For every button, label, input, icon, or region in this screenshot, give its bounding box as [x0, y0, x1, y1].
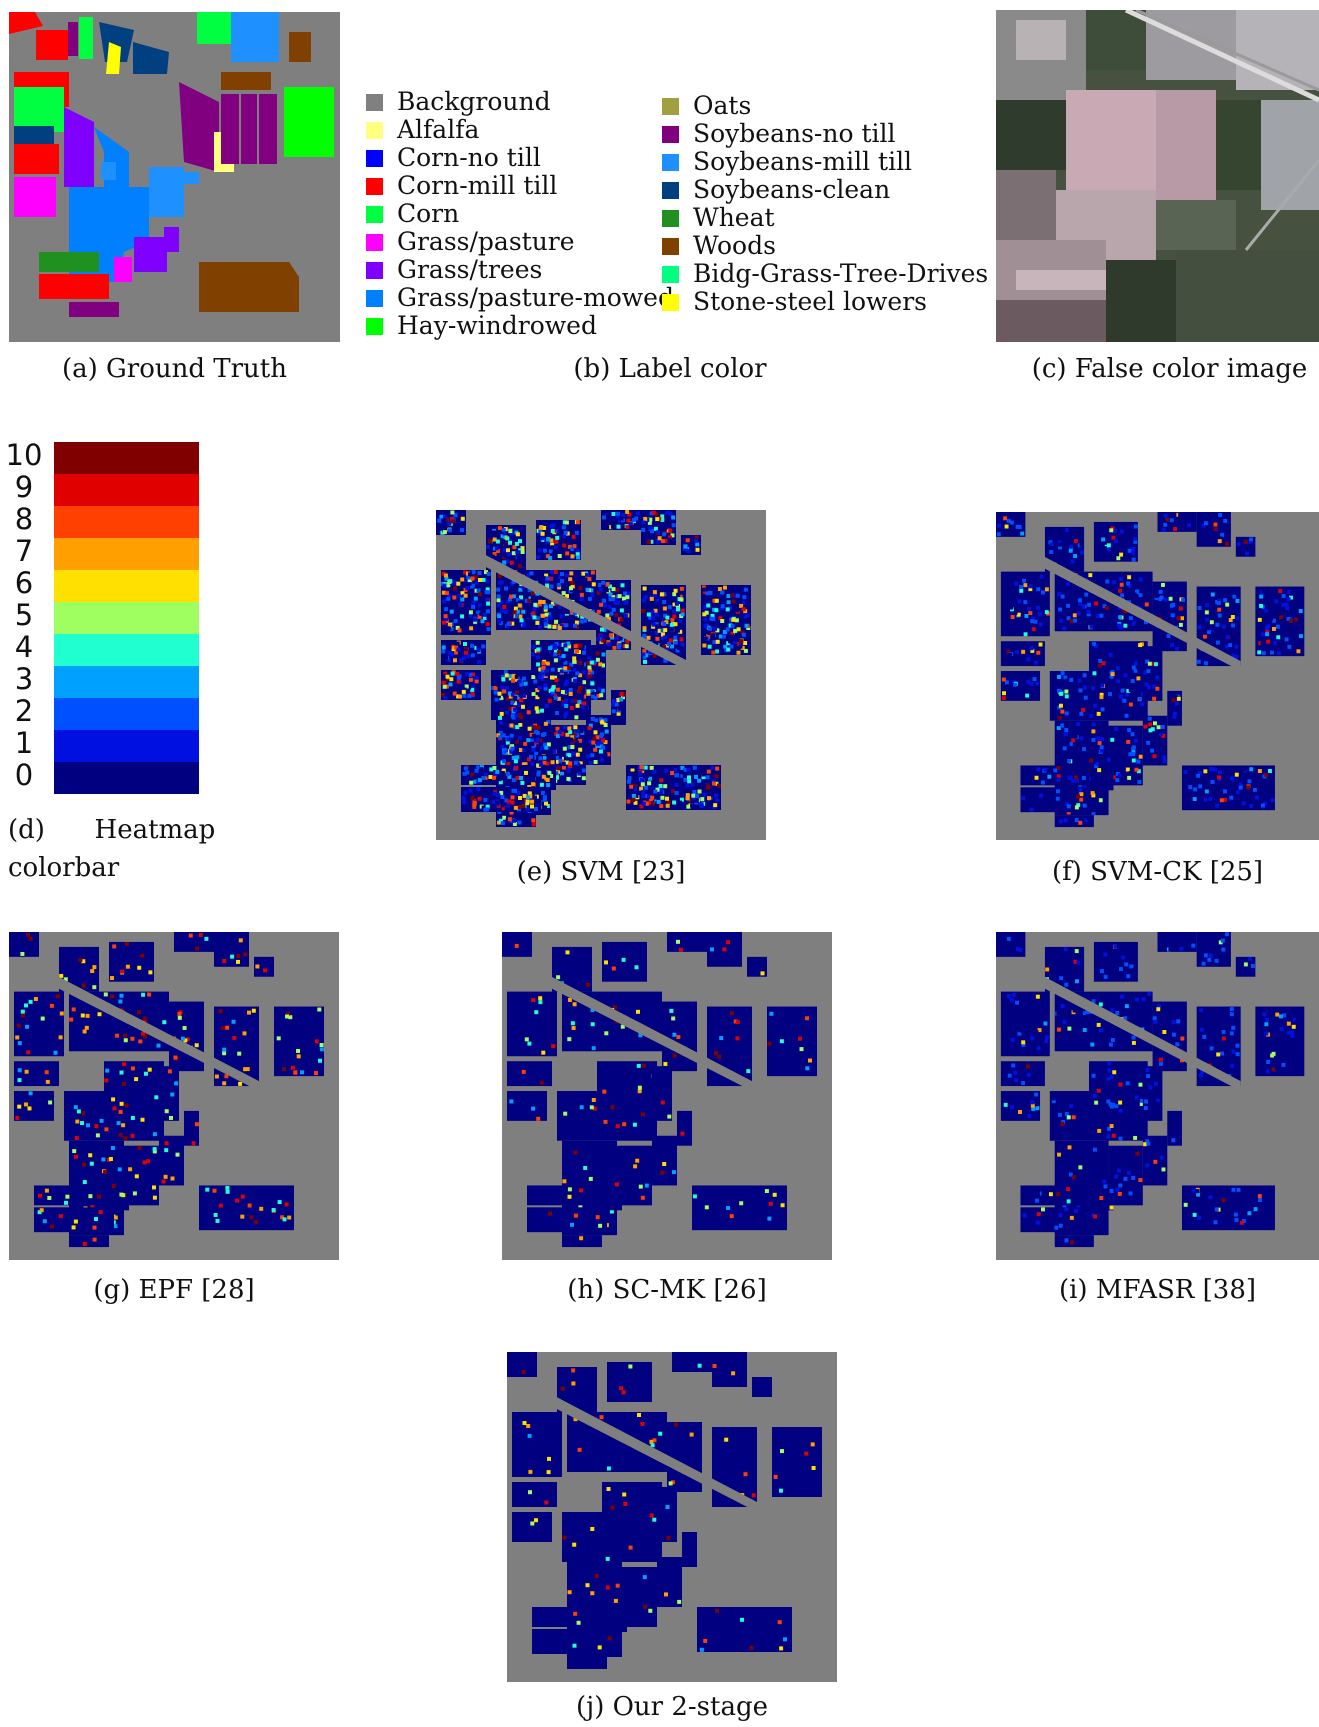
legend-item-corn-mill-till: Corn-mill till	[366, 172, 674, 200]
heatmap-image	[502, 932, 817, 1248]
colorbar-tick-label: 10	[5, 438, 43, 472]
caption-our-2-stage: (j) Our 2-stage	[575, 1692, 769, 1722]
legend-swatch	[662, 293, 679, 311]
colorbar-tick-label: 1	[14, 726, 34, 760]
caption-svm: (e) SVM [23]	[516, 857, 686, 887]
legend-item-wheat: Wheat	[662, 204, 988, 232]
legend-item-stone-steel-towers: Stone-steel lowers	[662, 288, 988, 316]
caption-false-color-image: (c) False color image	[1031, 354, 1308, 384]
heatmap-mfasr	[996, 932, 1319, 1260]
legend-item-grass-trees: Grass/trees	[366, 256, 674, 284]
legend-swatch	[366, 205, 383, 223]
legend-column-right: Oats Soybeans-no till Soybeans-mill till…	[662, 92, 988, 316]
legend-item-bldg-grass-tree-drives: Bidg-Grass-Tree-Drives	[662, 260, 988, 288]
colorbar-segment	[54, 506, 199, 538]
legend-swatch	[662, 97, 679, 115]
colorbar-segment	[54, 698, 199, 730]
legend-swatch	[366, 121, 383, 139]
colorbar-tick-label: 3	[14, 662, 34, 696]
colorbar-tick-label: 2	[14, 694, 34, 728]
colorbar-segment	[54, 762, 199, 794]
legend-swatch	[662, 265, 679, 283]
legend-swatch	[662, 125, 679, 143]
ground-truth-map	[9, 12, 340, 342]
legend-item-soybeans-mill-till: Soybeans-mill till	[662, 148, 988, 176]
heatmap-sc-mk	[502, 932, 832, 1260]
legend-swatch	[366, 289, 383, 307]
legend-item-soybeans-no-till: Soybeans-no till	[662, 120, 988, 148]
colorbar-tick-label: 4	[14, 630, 34, 664]
colorbar-segment	[54, 538, 199, 570]
heatmap-svm	[436, 510, 766, 840]
heatmap-image	[507, 1352, 822, 1669]
heatmap-our-2-stage	[507, 1352, 837, 1682]
legend-swatch	[662, 181, 679, 199]
colorbar-tick-label: 8	[14, 502, 34, 536]
caption-label-color: (b) Label color	[573, 354, 767, 384]
colorbar-segment	[54, 474, 199, 506]
caption-ground-truth: (a) Ground Truth	[61, 354, 287, 384]
legend-swatch	[366, 261, 383, 279]
legend-swatch	[366, 233, 383, 251]
caption-heatmap-colorbar-line2: colorbar	[8, 853, 120, 883]
legend-swatch	[662, 237, 679, 255]
legend-swatch	[366, 177, 383, 195]
legend-item-grass-pasture: Grass/pasture	[366, 228, 674, 256]
colorbar-segment	[54, 602, 199, 634]
caption-sc-mk: (h) SC-MK [26]	[567, 1275, 767, 1305]
caption-epf: (g) EPF [28]	[93, 1275, 255, 1305]
legend-item-background: Background	[366, 88, 674, 116]
legend-item-soybeans-clean: Soybeans-clean	[662, 176, 988, 204]
heatmap-epf	[9, 932, 339, 1260]
heatmap-colorbar: 10 9 8 7 6 5 4 3 2 1 0	[0, 440, 210, 795]
legend-swatch	[366, 93, 383, 111]
legend-item-woods: Woods	[662, 232, 988, 260]
false-color-image	[996, 10, 1319, 342]
colorbar-segment	[54, 730, 199, 762]
legend-swatch	[662, 153, 679, 171]
colorbar-segment	[54, 634, 199, 666]
colorbar-tick-label: 0	[14, 758, 34, 792]
colorbar-segment	[54, 570, 199, 602]
colorbar-tick-label: 6	[14, 566, 34, 600]
colorbar-tick-label: 5	[14, 598, 34, 632]
caption-heatmap-colorbar-line1: (d) Heatmap	[8, 815, 216, 845]
legend-item-grass-pasture-mowed: Grass/pasture-mowed	[366, 284, 674, 312]
heatmap-svm-ck	[996, 512, 1319, 840]
legend-item-hay-windrowed: Hay-windrowed	[366, 312, 674, 340]
colorbar-tick-label: 7	[14, 534, 34, 568]
legend-item-oats: Oats	[662, 92, 988, 120]
legend-swatch	[662, 209, 679, 227]
heatmap-image	[9, 932, 324, 1248]
legend-column-left: Background Alfalfa Corn-no till Corn-mil…	[366, 88, 674, 340]
caption-mfasr: (i) MFASR [38]	[1058, 1275, 1257, 1305]
heatmap-image	[436, 510, 751, 827]
legend-swatch	[366, 149, 383, 167]
legend-item-alfalfa: Alfalfa	[366, 116, 674, 144]
caption-svm-ck: (f) SVM-CK [25]	[1051, 857, 1264, 887]
colorbar-segment	[54, 666, 199, 698]
heatmap-image	[996, 512, 1305, 828]
legend-item-corn: Corn	[366, 200, 674, 228]
legend-swatch	[366, 317, 383, 335]
heatmap-image	[996, 932, 1305, 1248]
colorbar-tick-label: 9	[14, 470, 34, 504]
colorbar-segment	[54, 442, 199, 474]
legend-item-corn-no-till: Corn-no till	[366, 144, 674, 172]
